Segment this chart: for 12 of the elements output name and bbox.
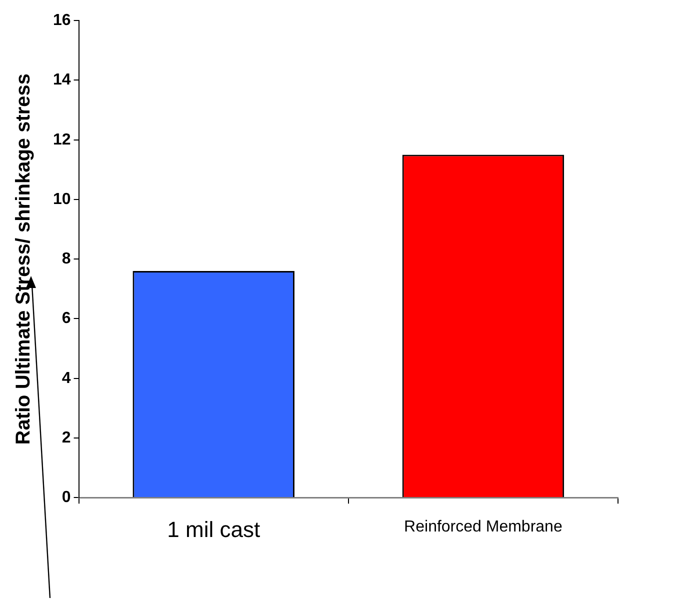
y-tick-label: 6 bbox=[62, 310, 71, 328]
y-axis-title: Ratio Ultimate Stress/ shrinkage stress bbox=[12, 73, 35, 445]
y-tick-label: 12 bbox=[53, 131, 71, 148]
y-tick-label: 0 bbox=[62, 489, 71, 506]
y-tick-label: 14 bbox=[53, 72, 71, 89]
y-tick-label: 8 bbox=[62, 250, 71, 268]
y-tick-label: 4 bbox=[62, 370, 71, 387]
x-tick-label: 1 mil cast bbox=[167, 516, 260, 542]
y-tick-label: 10 bbox=[53, 190, 71, 208]
y-tick-label: 16 bbox=[53, 12, 71, 30]
y-tick-label: 2 bbox=[62, 429, 71, 446]
x-tick-label: Reinforced Membrane bbox=[404, 518, 562, 536]
